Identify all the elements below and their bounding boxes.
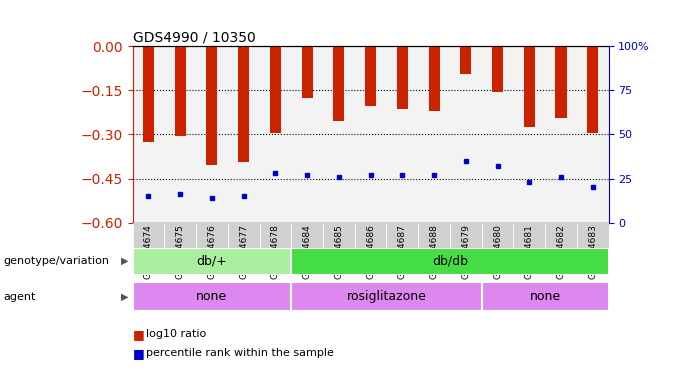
Bar xyxy=(260,223,291,248)
Bar xyxy=(133,223,165,248)
Bar xyxy=(524,46,534,127)
Bar xyxy=(450,46,481,223)
Text: GSM904676: GSM904676 xyxy=(207,224,216,279)
Bar xyxy=(556,46,566,118)
Text: GSM904687: GSM904687 xyxy=(398,224,407,279)
Text: GSM904682: GSM904682 xyxy=(556,224,566,279)
Bar xyxy=(175,46,186,136)
Text: GSM904681: GSM904681 xyxy=(525,224,534,279)
Text: ■: ■ xyxy=(133,328,144,341)
Bar xyxy=(133,248,291,275)
Bar xyxy=(238,46,249,162)
Text: GSM904677: GSM904677 xyxy=(239,224,248,279)
Text: GSM904679: GSM904679 xyxy=(461,224,471,279)
Bar xyxy=(270,46,281,133)
Text: none: none xyxy=(530,290,561,303)
Text: GSM904684: GSM904684 xyxy=(303,224,311,279)
Bar xyxy=(481,46,513,223)
Bar xyxy=(545,223,577,248)
Bar xyxy=(428,46,439,111)
Text: GSM904683: GSM904683 xyxy=(588,224,597,279)
Text: GSM904686: GSM904686 xyxy=(366,224,375,279)
Text: db/db: db/db xyxy=(432,255,468,268)
Bar xyxy=(481,223,513,248)
Bar xyxy=(333,46,344,121)
Bar xyxy=(291,248,609,275)
Bar xyxy=(577,46,609,223)
Text: GSM904680: GSM904680 xyxy=(493,224,502,279)
Text: GSM904688: GSM904688 xyxy=(430,224,439,279)
Text: agent: agent xyxy=(3,291,36,302)
Bar xyxy=(355,223,386,248)
Bar xyxy=(291,282,481,311)
Text: db/+: db/+ xyxy=(197,255,227,268)
Bar xyxy=(365,46,376,106)
Text: log10 ratio: log10 ratio xyxy=(146,329,207,339)
Bar xyxy=(386,223,418,248)
Bar xyxy=(481,282,609,311)
Text: GSM904685: GSM904685 xyxy=(335,224,343,279)
Bar xyxy=(577,223,609,248)
Bar xyxy=(133,282,291,311)
Text: ▶: ▶ xyxy=(121,291,129,302)
Bar xyxy=(513,223,545,248)
Bar xyxy=(143,46,154,142)
Bar xyxy=(207,46,218,166)
Text: ▶: ▶ xyxy=(121,256,129,266)
Bar xyxy=(228,46,260,223)
Text: genotype/variation: genotype/variation xyxy=(3,256,109,266)
Bar xyxy=(165,223,196,248)
Bar xyxy=(165,46,196,223)
Bar xyxy=(450,223,481,248)
Text: GSM904675: GSM904675 xyxy=(175,224,185,279)
Bar xyxy=(545,46,577,223)
Bar xyxy=(291,223,323,248)
Bar xyxy=(396,46,408,109)
Text: percentile rank within the sample: percentile rank within the sample xyxy=(146,348,334,358)
Text: GSM904678: GSM904678 xyxy=(271,224,280,279)
Bar xyxy=(196,223,228,248)
Text: rosiglitazone: rosiglitazone xyxy=(347,290,426,303)
Text: none: none xyxy=(197,290,228,303)
Text: GDS4990 / 10350: GDS4990 / 10350 xyxy=(133,31,256,45)
Bar xyxy=(418,223,450,248)
Bar xyxy=(587,46,598,133)
Bar xyxy=(492,46,503,92)
Bar xyxy=(418,46,450,223)
Bar xyxy=(196,46,228,223)
Text: ■: ■ xyxy=(133,347,144,360)
Bar xyxy=(386,46,418,223)
Bar xyxy=(301,46,313,98)
Bar xyxy=(513,46,545,223)
Bar xyxy=(228,223,260,248)
Bar xyxy=(355,46,386,223)
Bar xyxy=(133,46,165,223)
Bar xyxy=(291,46,323,223)
Bar xyxy=(323,46,355,223)
Bar xyxy=(460,46,471,74)
Text: GSM904674: GSM904674 xyxy=(144,224,153,279)
Bar xyxy=(260,46,291,223)
Bar xyxy=(323,223,355,248)
